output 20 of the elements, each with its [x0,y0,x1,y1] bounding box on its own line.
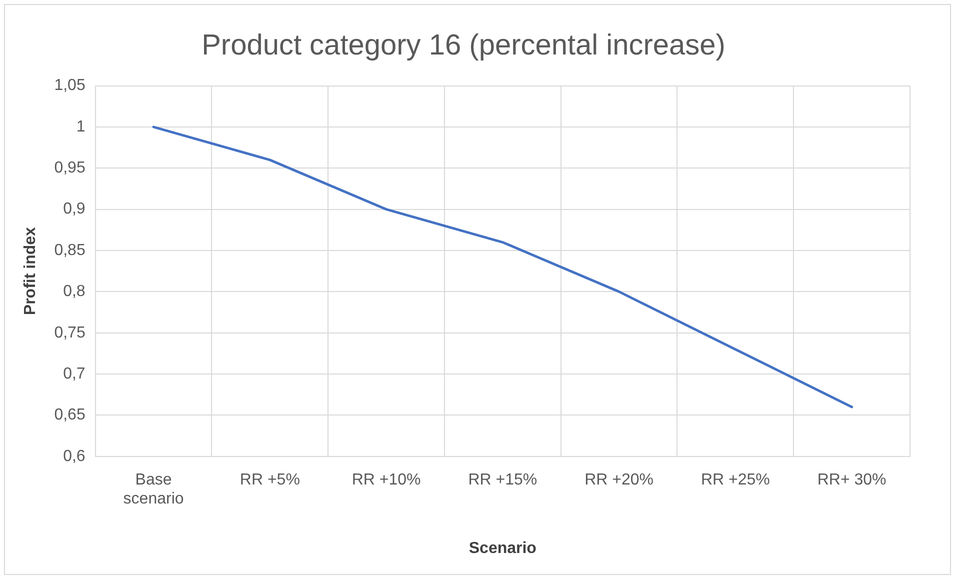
y-tick-label: 0,95 [54,160,86,177]
chart-title: Product category 16 (percental increase) [202,29,726,62]
x-tick-label: RR +5% [240,471,300,488]
y-tick-label: 1,05 [54,77,86,94]
y-tick-label: 0,7 [63,365,86,382]
y-tick-label: 0,75 [54,324,86,342]
y-tick-label: 0,8 [63,283,86,300]
x-axis-title: Scenario [468,540,537,557]
y-tick-label: 0,9 [63,200,86,218]
x-tick-label: RR +10% [352,471,421,488]
x-tick-label: RR+ 30% [817,471,886,488]
x-tick-label: Base scenario [123,471,184,508]
y-tick-label: 0,6 [63,448,86,465]
y-tick-label: 1 [76,118,86,136]
y-tick-label: 0,85 [54,242,86,259]
x-tick-label: RR +25% [700,471,770,488]
x-tick-label: RR +15% [468,471,538,488]
y-tick-label: 0,65 [54,406,86,424]
x-tick-label: RR +20% [584,471,654,488]
y-axis-title: Profit index [22,227,40,316]
